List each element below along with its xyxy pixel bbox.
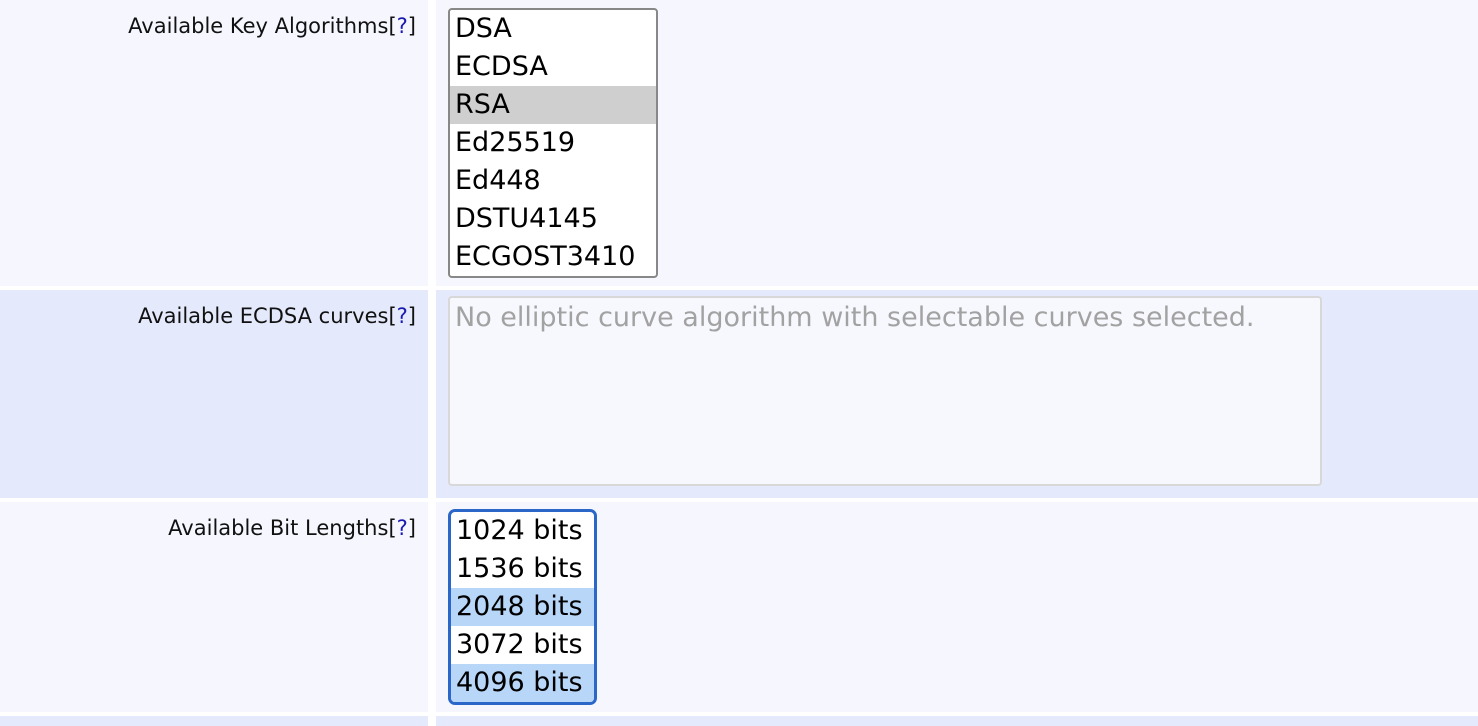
- option[interactable]: 1536 bits: [456, 553, 583, 584]
- help-link[interactable]: ?: [396, 14, 408, 38]
- next-row: [0, 716, 1478, 726]
- option[interactable]: ECGOST3410: [455, 241, 636, 272]
- option-selected[interactable]: RSA: [450, 86, 656, 124]
- bit-lengths-select[interactable]: 1024 bits 1536 bits 2048 bits 3072 bits …: [448, 509, 597, 705]
- option[interactable]: Ed25519: [455, 127, 576, 158]
- ecdsa-curves-row: Available ECDSA curves[?] No elliptic cu…: [0, 290, 1478, 498]
- bit-lengths-row: Available Bit Lengths[?] 1024 bits 1536 …: [0, 502, 1478, 712]
- ecdsa-curves-select-disabled: No elliptic curve algorithm with selecta…: [448, 296, 1322, 486]
- help-link[interactable]: ?: [396, 304, 408, 328]
- bit-lengths-label: Available Bit Lengths[?]: [168, 516, 416, 540]
- option[interactable]: ECDSA: [455, 51, 548, 82]
- key-algorithms-select[interactable]: DSA ECDSA RSA Ed25519 Ed448 DSTU4145 ECG…: [448, 8, 658, 278]
- option-selected[interactable]: 4096 bits: [451, 664, 594, 702]
- ecdsa-curves-label: Available ECDSA curves[?]: [138, 304, 416, 328]
- option[interactable]: DSTU4145: [455, 203, 598, 234]
- option[interactable]: 3072 bits: [456, 629, 583, 660]
- help-link[interactable]: ?: [396, 516, 408, 540]
- option[interactable]: 1024 bits: [456, 515, 583, 546]
- option[interactable]: Ed448: [455, 165, 541, 196]
- option-selected[interactable]: 2048 bits: [451, 588, 594, 626]
- key-algorithms-label: Available Key Algorithms[?]: [128, 14, 416, 38]
- key-algorithms-row: Available Key Algorithms[?] DSA ECDSA RS…: [0, 0, 1478, 286]
- option[interactable]: DSA: [455, 13, 512, 44]
